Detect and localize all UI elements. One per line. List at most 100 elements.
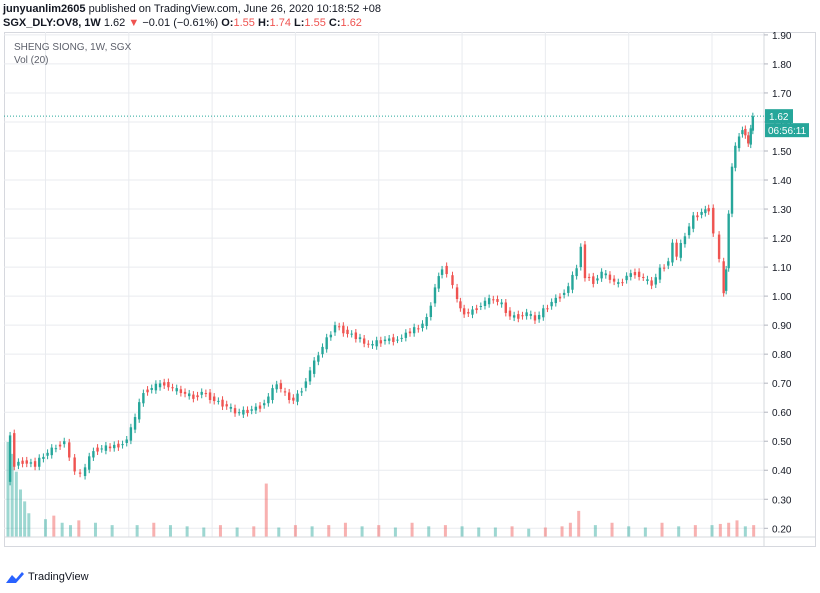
tradingview-logo-icon[interactable] [6,571,24,583]
candle-body [25,460,28,464]
candle-body [262,403,266,406]
volume-bar [710,525,714,537]
y-tick-label: 1.20 [772,234,792,245]
high-value: 1.74 [269,17,291,29]
candle-body [650,280,653,286]
candle-body [707,208,710,212]
candle-body [108,446,112,449]
candle-body [337,326,341,328]
candle-body [408,331,412,334]
volume-bar [27,513,31,537]
candle-body [558,296,562,299]
series-legend[interactable]: SHENG SIONG, 1W, SGX [14,42,132,53]
y-tick-label: 0.50 [772,437,792,448]
candle-body [749,128,752,145]
candle-body [633,272,637,276]
candle-body [467,312,470,314]
volume-bar [110,525,114,537]
candle-body [354,332,358,340]
candle-body [17,461,20,466]
candle-body [138,402,141,420]
publisher-name[interactable]: junyuanlim2605 [3,3,86,15]
candle-body [596,278,599,281]
volume-bar [10,453,14,537]
candle-body [271,388,274,401]
candle-body [13,433,16,467]
candle-body [392,337,395,342]
candle-body [744,128,747,136]
candle-body [350,333,353,335]
candle-body [483,300,487,306]
change-value: −0.01 (−0.61%) [142,17,219,29]
candle-body [734,145,737,168]
chart-border [4,32,816,547]
candle-body [163,382,166,386]
candle-body [741,130,744,135]
candle-body [579,246,582,268]
candle-body [325,337,328,350]
candle-body [133,417,137,430]
candle-body [687,226,691,236]
volume-legend[interactable]: Vol (20) [14,55,49,66]
candle-body [292,397,295,401]
chart-frame[interactable]: 1.901.801.701.601.501.401.301.201.101.00… [4,32,816,547]
volume-bar [743,526,747,537]
volume-bar [660,522,664,537]
candle-body [546,308,549,310]
price-chart[interactable]: 1.901.801.701.601.501.401.301.201.101.00… [4,32,816,547]
candle-body [437,276,440,289]
candle-body [400,337,403,339]
volume-bar [327,525,331,537]
volume-bar [493,527,497,537]
candle-body [637,271,641,277]
volume-bar [14,471,18,537]
candle-body [129,427,133,441]
candle-body [440,269,444,275]
candle-body [46,452,49,456]
candle-body [308,370,312,382]
candle-body [583,244,587,279]
footer-brand[interactable]: TradingView [28,571,89,583]
volume-bar [68,525,72,537]
candle-body [592,276,595,284]
candle-body [571,274,574,290]
candle-body [727,213,730,269]
candle-body [471,309,474,315]
candle-body [54,448,58,450]
grid-layer [4,32,764,537]
candle-body [304,381,308,388]
candle-body [537,314,541,320]
y-tick-label: 0.90 [772,321,792,332]
candle-body [724,269,728,291]
volume-layer [6,442,756,537]
candle-body [475,308,478,311]
change-down-icon: ▼ [128,17,140,29]
volume-bar [568,522,572,537]
volume-bar [93,522,97,537]
candle-body [712,207,715,234]
candle-body [104,445,108,451]
candle-body [171,387,174,389]
candle-body [542,308,545,318]
candle-body [562,292,566,295]
volume-bar [560,526,564,537]
candle-body [83,467,87,477]
candle-body [533,315,537,321]
candle-body [267,396,270,404]
candle-body [188,393,191,397]
high-label: H: [257,17,270,29]
candle-body [329,334,333,338]
volume-bar [343,522,347,537]
y-tick-label: 0.40 [772,466,792,477]
volume-bar [543,527,547,537]
candle-body [258,405,262,409]
y-tick-label: 0.70 [772,379,792,390]
candle-body [21,460,24,464]
candle-body [575,268,578,277]
candle-body [367,343,370,345]
countdown-badge [765,123,809,138]
candle-body [175,388,178,392]
candle-body [479,305,483,307]
candle-body [696,215,699,218]
candle-body [342,325,345,334]
